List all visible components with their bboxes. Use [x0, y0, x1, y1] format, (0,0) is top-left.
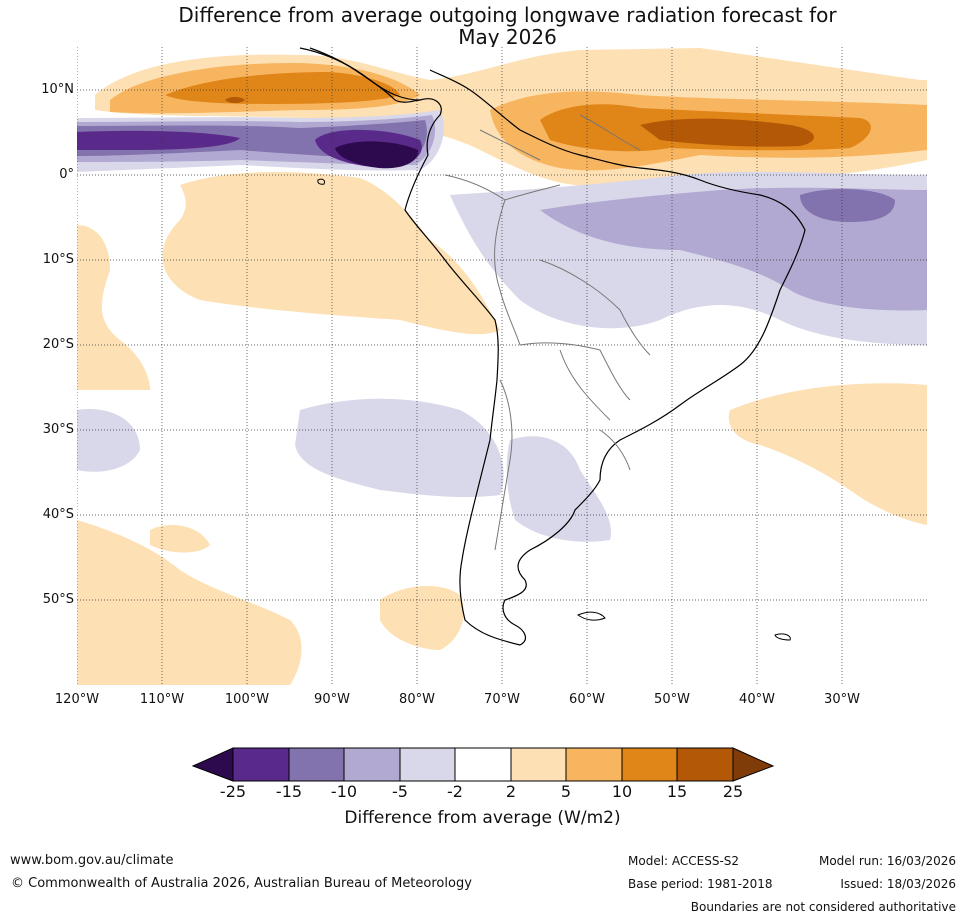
anomaly-positive-south-atlantic: [728, 383, 927, 525]
lat-label: 50°S: [42, 592, 74, 607]
colorbar-tick: -10: [330, 782, 358, 801]
colorbar-over-arrow: [732, 747, 775, 782]
central-america-coastline: [299, 47, 421, 103]
copyright-text: © Commonwealth of Australia 2026, Austra…: [11, 876, 472, 891]
lon-label: 90°W: [314, 692, 350, 707]
lat-label: 30°S: [42, 422, 74, 437]
country-borders: [444, 114, 651, 551]
colorbar-tick: -5: [392, 782, 408, 801]
disclaimer-text: Boundaries are not considered authoritat…: [690, 900, 956, 914]
title-line-1: Difference from average outgoing longwav…: [178, 3, 837, 27]
lat-label: 20°S: [42, 337, 74, 352]
lon-label: 120°W: [54, 692, 100, 707]
colorbar-tick: 5: [560, 782, 572, 801]
colorbar-bin: [565, 747, 623, 782]
colorbar-bin: [288, 747, 345, 782]
lon-label: 40°W: [739, 692, 775, 707]
colorbar-bin: [510, 747, 567, 782]
map-title: Difference from average outgoing longwav…: [0, 4, 965, 48]
colorbar-tick: 10: [611, 782, 633, 801]
anomaly-positive-patagonia: [150, 525, 210, 553]
colorbar: [191, 747, 775, 782]
lon-label: 100°W: [224, 692, 270, 707]
colorbar-under-arrow: [191, 747, 234, 782]
colorbar-tick: 15: [666, 782, 688, 801]
anomaly-very-strong-positive-west: [225, 97, 245, 103]
anomaly-negative-band-very-strong: [77, 129, 422, 168]
anomaly-positive-southeast-pacific: [77, 520, 302, 685]
colorbar-bin: [343, 747, 401, 782]
issued-date-text: Issued: 18/03/2026: [840, 877, 956, 891]
lon-label: 30°W: [824, 692, 860, 707]
lon-label: 110°W: [139, 692, 185, 707]
anomaly-negative-argentina: [506, 436, 611, 542]
colorbar-tick: -15: [275, 782, 303, 801]
graticule: [77, 47, 927, 685]
anomaly-positive-south-pacific-west: [77, 225, 150, 390]
south-georgia: [774, 633, 791, 641]
anomaly-positive-southern-ocean: [380, 585, 464, 650]
anomaly-strong-positive-west: [165, 72, 400, 104]
anomaly-negative-south-pacific: [295, 398, 504, 498]
colorbar-bin: [454, 747, 512, 782]
colorbar-bin: [232, 747, 290, 782]
lon-label: 70°W: [484, 692, 520, 707]
colorbar-tick: -2: [447, 782, 463, 801]
website-link[interactable]: www.bom.gov.au/climate: [10, 853, 174, 868]
south-america-coastline: [309, 47, 806, 646]
colorbar-label: Difference from average (W/m2): [344, 808, 621, 828]
anomaly-negative-pacific-west: [77, 409, 140, 472]
colorbar-bin: [399, 747, 456, 782]
colorbar-bin: [676, 747, 734, 782]
anomaly-negative-extreme: [335, 141, 419, 169]
base-period-text: Base period: 1981-2018: [628, 877, 773, 891]
colorbar-bin: [621, 747, 678, 782]
lat-label: 10°S: [42, 252, 74, 267]
lat-label: 0°: [59, 167, 74, 182]
lat-label: 40°S: [42, 507, 74, 522]
lon-label: 50°W: [654, 692, 690, 707]
lon-label: 60°W: [569, 692, 605, 707]
colorbar-tick: 2: [505, 782, 517, 801]
anomaly-negative-atlantic-strong: [800, 188, 895, 222]
colorbar-tick: -25: [219, 782, 247, 801]
galapagos-islands: [317, 178, 325, 185]
model-run-text: Model run: 16/03/2026: [818, 854, 956, 868]
lon-label: 80°W: [399, 692, 435, 707]
map-fields: [77, 47, 927, 685]
falkland-islands: [576, 611, 606, 621]
lat-label: 10°N: [41, 82, 74, 97]
title-line-2: May 2026: [458, 25, 557, 49]
anomaly-very-strong-positive-east: [640, 118, 814, 147]
model-text: Model: ACCESS-S2: [628, 854, 740, 868]
colorbar-tick: 25: [722, 782, 744, 801]
